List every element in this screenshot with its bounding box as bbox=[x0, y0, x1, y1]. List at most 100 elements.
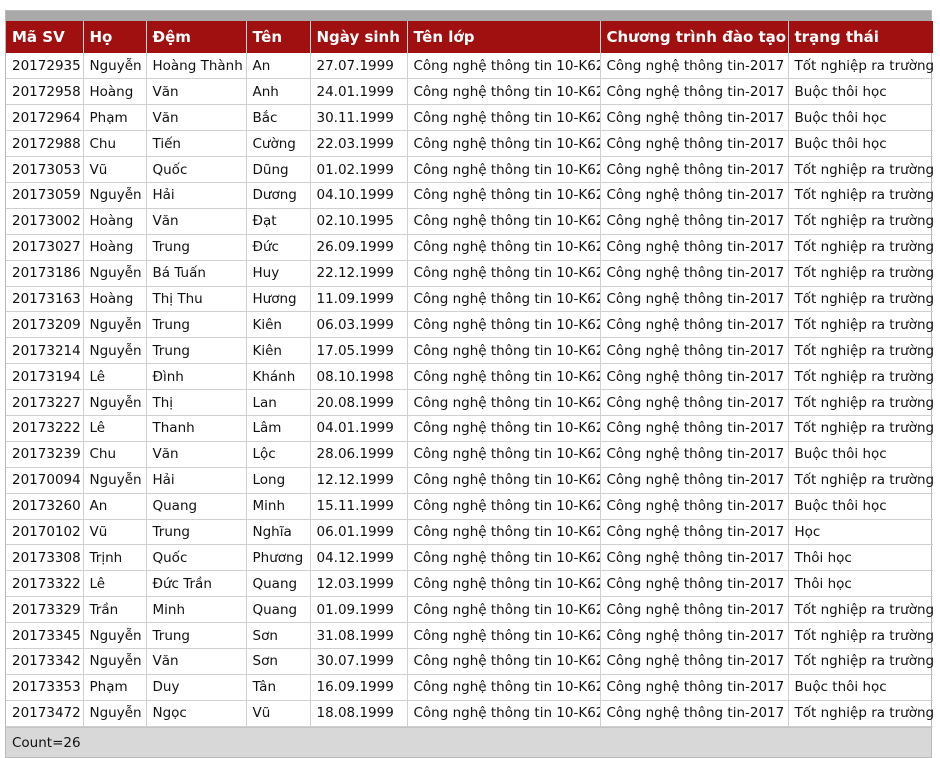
cell-ngay-sinh: 04.10.1999 bbox=[310, 182, 408, 209]
cell-ngay-sinh: 15.11.1999 bbox=[310, 493, 408, 520]
table-row[interactable]: 20173027 Hoàng Trung Đức 26.09.1999 Công nghệ… bbox=[6, 234, 933, 261]
table-row[interactable]: 20170102 Vũ Trung Nghĩa 06.01.1999 Công nghệ … bbox=[6, 519, 933, 546]
cell-chuong-trinh: Công nghệ thông tin-2017 bbox=[600, 519, 789, 546]
column-header-ten[interactable]: Tên bbox=[246, 21, 311, 53]
table-row[interactable]: 20173322 Lê Đức Trần Quang 12.03.1999 Công ng… bbox=[6, 570, 933, 598]
cell-trang-thai: Tốt nghiệp ra trường bbox=[788, 311, 933, 339]
cell-ten: Hương bbox=[246, 286, 311, 313]
table-row[interactable]: 20173214 Nguyễn Trung Kiên 17.05.1999 Công ng… bbox=[6, 337, 933, 365]
cell-dem: Hải bbox=[146, 182, 247, 209]
cell-chuong-trinh: Công nghệ thông tin-2017 bbox=[600, 260, 789, 287]
cell-ma-sv: 20172964 bbox=[6, 104, 84, 132]
table-row[interactable]: 20172958 Hoàng Văn Anh 24.01.1999 Công nghệ t… bbox=[6, 78, 933, 106]
cell-ten: Sơn bbox=[246, 622, 311, 649]
table-row[interactable]: 20173472 Nguyễn Ngọc Vũ 18.08.1999 Công nghệ … bbox=[6, 700, 933, 727]
cell-ma-sv: 20173227 bbox=[6, 389, 84, 416]
column-header-dem[interactable]: Đệm bbox=[146, 21, 247, 53]
grid-footer: Count=26 bbox=[6, 726, 931, 757]
table-row[interactable]: 20173002 Hoàng Văn Đạt 02.10.1995 Công nghệ t… bbox=[6, 208, 933, 235]
cell-ten: An bbox=[246, 53, 311, 80]
cell-trang-thai: Tốt nghiệp ra trường bbox=[788, 467, 933, 494]
cell-chuong-trinh: Công nghệ thông tin-2017 bbox=[600, 286, 789, 313]
cell-trang-thai: Tốt nghiệp ra trường bbox=[788, 182, 933, 209]
cell-trang-thai: Buộc thôi học bbox=[788, 78, 933, 106]
cell-ten-lop: Công nghệ thông tin 10-K62 bbox=[407, 130, 601, 158]
table-row[interactable]: 20173345 Nguyễn Trung Sơn 31.08.1999 Công ngh… bbox=[6, 622, 933, 649]
cell-ten-lop: Công nghệ thông tin 10-K62 bbox=[407, 622, 601, 649]
cell-chuong-trinh: Công nghệ thông tin-2017 bbox=[600, 441, 789, 468]
cell-dem: Trung bbox=[146, 337, 247, 365]
cell-ten-lop: Công nghệ thông tin 10-K62 bbox=[407, 234, 601, 261]
cell-ten: Minh bbox=[246, 493, 311, 520]
cell-dem: Trung bbox=[146, 622, 247, 649]
cell-ten: Sơn bbox=[246, 648, 311, 675]
table-row[interactable]: 20173353 Phạm Duy Tân 16.09.1999 Công nghệ th… bbox=[6, 674, 933, 701]
column-header-ma-sv[interactable]: Mã SV bbox=[6, 21, 84, 53]
cell-ma-sv: 20173027 bbox=[6, 234, 84, 261]
cell-chuong-trinh: Công nghệ thông tin-2017 bbox=[600, 493, 789, 520]
table-row[interactable]: 20173260 An Quang Minh 15.11.1999 Công nghệ t… bbox=[6, 493, 933, 520]
cell-ngay-sinh: 18.08.1999 bbox=[310, 700, 408, 727]
table-row[interactable]: 20173186 Nguyễn Bá Tuấn Huy 22.12.1999 Công n… bbox=[6, 260, 933, 287]
cell-dem: Tiến bbox=[146, 130, 247, 158]
column-header-ho[interactable]: Họ bbox=[83, 21, 147, 53]
table-row[interactable]: 20173329 Trần Minh Quang 01.09.1999 Công nghệ… bbox=[6, 596, 933, 624]
table-row[interactable]: 20172988 Chu Tiến Cường 22.03.1999 Công nghệ … bbox=[6, 130, 933, 158]
cell-ho: Nguyễn bbox=[83, 311, 147, 339]
cell-chuong-trinh: Công nghệ thông tin-2017 bbox=[600, 78, 789, 106]
cell-trang-thai: Tốt nghiệp ra trường bbox=[788, 234, 933, 261]
cell-ngay-sinh: 12.12.1999 bbox=[310, 467, 408, 494]
table-row[interactable]: 20173308 Trịnh Quốc Phương 04.12.1999 Công ng… bbox=[6, 544, 933, 572]
cell-trang-thai: Tốt nghiệp ra trường bbox=[788, 648, 933, 675]
table-row[interactable]: 20172964 Phạm Văn Bắc 30.11.1999 Công nghệ th… bbox=[6, 104, 933, 132]
cell-ten-lop: Công nghệ thông tin 10-K62 bbox=[407, 363, 601, 391]
cell-ma-sv: 20173002 bbox=[6, 208, 84, 235]
cell-ho: Trịnh bbox=[83, 544, 147, 572]
cell-ten: Bắc bbox=[246, 104, 311, 132]
table-row[interactable]: 20173239 Chu Văn Lộc 28.06.1999 Công nghệ thô… bbox=[6, 441, 933, 468]
table-body: 20172935 Nguyễn Hoàng Thành An 27.07.1999 Côn… bbox=[6, 53, 933, 727]
table-row[interactable]: 20173053 Vũ Quốc Dũng 01.02.1999 Công nghệ th… bbox=[6, 156, 933, 183]
cell-ngay-sinh: 04.01.1999 bbox=[310, 415, 408, 442]
cell-ho: Nguyễn bbox=[83, 648, 147, 675]
cell-chuong-trinh: Công nghệ thông tin-2017 bbox=[600, 130, 789, 158]
cell-trang-thai: Tốt nghiệp ra trường bbox=[788, 53, 933, 80]
cell-ho: Vũ bbox=[83, 156, 147, 183]
table-row[interactable]: 20172935 Nguyễn Hoàng Thành An 27.07.1999 Côn… bbox=[6, 53, 933, 80]
cell-ten-lop: Công nghệ thông tin 10-K62 bbox=[407, 78, 601, 106]
cell-ten-lop: Công nghệ thông tin 10-K62 bbox=[407, 493, 601, 520]
table-row[interactable]: 20170094 Nguyễn Hải Long 12.12.1999 Công nghệ… bbox=[6, 467, 933, 494]
cell-ten: Dũng bbox=[246, 156, 311, 183]
cell-dem: Văn bbox=[146, 104, 247, 132]
cell-ten: Lâm bbox=[246, 415, 311, 442]
cell-ten-lop: Công nghệ thông tin 10-K62 bbox=[407, 208, 601, 235]
table-row[interactable]: 20173209 Nguyễn Trung Kiên 06.03.1999 Công ng… bbox=[6, 311, 933, 339]
cell-ho: Phạm bbox=[83, 104, 147, 132]
cell-dem: Hoàng Thành bbox=[146, 53, 247, 80]
cell-chuong-trinh: Công nghệ thông tin-2017 bbox=[600, 700, 789, 727]
table-row[interactable]: 20173342 Nguyễn Văn Sơn 30.07.1999 Công nghệ … bbox=[6, 648, 933, 675]
cell-ngay-sinh: 02.10.1995 bbox=[310, 208, 408, 235]
cell-ngay-sinh: 20.08.1999 bbox=[310, 389, 408, 416]
cell-ngay-sinh: 06.03.1999 bbox=[310, 311, 408, 339]
column-header-ten-lop[interactable]: Tên lớp bbox=[407, 21, 601, 53]
column-header-chuong-trinh[interactable]: Chương trình đào tạo bbox=[600, 21, 789, 53]
column-header-trang-thai[interactable]: trạng thái bbox=[788, 21, 933, 53]
table-row[interactable]: 20173059 Nguyễn Hải Dương 04.10.1999 Công ngh… bbox=[6, 182, 933, 209]
table-row[interactable]: 20173222 Lê Thanh Lâm 04.01.1999 Công nghệ th… bbox=[6, 415, 933, 442]
cell-ngay-sinh: 30.11.1999 bbox=[310, 104, 408, 132]
cell-ten-lop: Công nghệ thông tin 10-K62 bbox=[407, 286, 601, 313]
column-header-ngay-sinh[interactable]: Ngày sinh bbox=[310, 21, 408, 53]
cell-ngay-sinh: 28.06.1999 bbox=[310, 441, 408, 468]
cell-ho: Hoàng bbox=[83, 78, 147, 106]
cell-trang-thai: Thôi học bbox=[788, 570, 933, 598]
cell-ma-sv: 20173322 bbox=[6, 570, 84, 598]
cell-ho: Hoàng bbox=[83, 234, 147, 261]
cell-ho: Nguyễn bbox=[83, 53, 147, 80]
cell-ma-sv: 20173472 bbox=[6, 700, 84, 727]
cell-ten: Dương bbox=[246, 182, 311, 209]
table-row[interactable]: 20173163 Hoàng Thị Thu Hương 11.09.1999 Công … bbox=[6, 286, 933, 313]
table-row[interactable]: 20173227 Nguyễn Thị Lan 20.08.1999 Công nghệ … bbox=[6, 389, 933, 416]
table-row[interactable]: 20173194 Lê Đình Khánh 08.10.1998 Công nghệ t… bbox=[6, 363, 933, 391]
cell-chuong-trinh: Công nghệ thông tin-2017 bbox=[600, 389, 789, 416]
